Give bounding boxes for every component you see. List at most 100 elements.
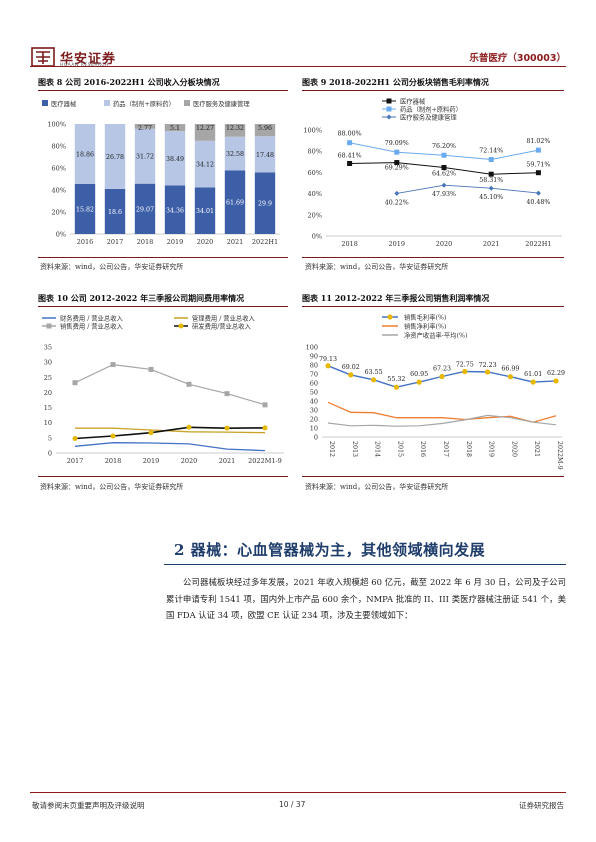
fig9-ytick: 40% [308,190,322,198]
fig8-source: 资料来源：wind，公司公告，华安证券研究所 [40,263,184,271]
fig10-point [262,402,268,408]
fig8-bar-segment [194,140,216,188]
fig11-data-label: 61.01 [524,371,542,378]
fig9-xtick: 2018 [341,240,358,248]
fig11-data-label: 72.23 [479,362,497,369]
fig9-source: 资料来源：wind，公司公告，华安证券研究所 [305,263,449,271]
fig8-bar-segment [224,170,246,234]
fig8-data-label: 18.6 [108,209,122,216]
fig8-bar-segment [254,124,276,137]
fig10-point [72,435,78,441]
fig10-ytick: 25 [44,374,52,382]
fig11-point [416,379,422,385]
fig11-xtick: 2020 [510,441,517,457]
fig8-bar-segment [254,136,276,173]
fig11-ytick: 10 [310,425,318,433]
fig10-source: 资料来源：wind，公司公告，华安证券研究所 [40,483,184,491]
fig8-bar-segment [224,136,246,171]
fig10-source-rule [38,476,288,477]
fig11-data-label: 60.95 [410,371,428,378]
fig11-legend-marker [387,314,393,320]
fig9-data-label: 68.41% [338,152,362,159]
page-number: 10 / 37 [279,800,306,809]
fig8-xtick: 2016 [77,238,94,246]
fig9-point [394,149,400,155]
fig11-chart: 销售毛利率(%)销售净利率(%)净资产收益率-平均(%)010203040506… [306,313,565,470]
fig10-ytick: 35 [44,344,52,352]
fig8-data-label: 31.72 [136,154,154,161]
fig8-data-label: 34.12 [196,162,214,169]
fig9-data-label: 47.93% [432,191,456,198]
fig10-legend-label: 财务费用 / 营业总收入 [60,314,123,323]
fig8-bar-segment [224,124,246,137]
fig10-xtick: 2020 [181,457,198,465]
fig8-data-label: 18.86 [76,151,94,158]
fig9-xtick: 2019 [389,240,406,248]
fig9-legend-marker [386,98,392,104]
fig8-data-label: 32.58 [226,151,244,158]
fig11-caption: 图表 11 2012-2022 年三季报公司销售利润率情况 [302,293,490,303]
section-divider [164,564,566,565]
fig9-point [488,157,494,163]
fig11-ytick: 80 [310,362,318,370]
fig10-ytick: 10 [44,419,52,427]
fig8-bar-segment [194,124,216,141]
fig8-data-label: 26.78 [106,154,124,161]
fig8-ytick: 60% [52,165,66,173]
fig11-point [371,377,377,383]
fig9-caption: 图表 9 2018-2022H1 公司分板块销售毛利率情况 [302,77,489,87]
fig11-ytick: 0 [314,434,318,442]
fig9-point [488,171,494,177]
fig10-point [224,391,230,397]
fig9-point [535,190,541,196]
fig11-xtick: 2014 [374,441,381,457]
fig10-ytick: 15 [44,404,52,412]
fig9-data-label: 58.31% [479,177,503,184]
fig10-xtick: 2021 [219,457,236,465]
fig8-xtick: 2022H1 [252,238,278,246]
fig10-legend-marker [46,323,52,329]
fig10-point [110,433,116,439]
fig9-data-label: 40.48% [526,199,550,206]
fig8-data-label: 5.1 [170,125,180,132]
fig9-xtick: 2020 [436,240,453,248]
fig8-xtick: 2019 [167,238,184,246]
fig8-bar-segment [74,124,96,184]
fig11-ytick: 70 [310,371,318,379]
fig10-xtick: 2019 [143,457,160,465]
fig10-xtick: 2017 [67,457,84,465]
fig11-xtick: 2013 [351,441,358,457]
fig11-xtick: 2015 [396,441,403,457]
fig9-series-line [396,184,539,194]
fig9-source-rule [302,257,564,258]
fig11-ytick: 60 [310,380,318,388]
fig9-data-label: 69.29% [385,165,409,172]
fig9-point [394,160,400,166]
fig11-data-label: 66.99 [501,366,519,373]
fig9-legend-label: 医疗器械 [400,97,426,106]
fig8-bar-segment [164,185,186,234]
fig11-point [485,369,491,375]
fig11-xtick: 2017 [442,441,449,457]
fig10-legend-label: 研发费用/营业总收入 [192,322,251,331]
company-name: 乐普医疗（300003） [469,53,566,64]
fig11-legend-label: 销售毛利率(%) [404,313,446,322]
fig10-ytick: 20 [44,389,52,397]
fig8-legend-label: 医疗器械 [51,99,77,108]
fig8-caption: 图表 8 公司 2016-2022H1 公司收入分板块情况 [38,77,220,87]
fig11-data-label: 79.13 [319,356,337,363]
fig11-source-rule [302,476,564,477]
fig11-source: 资料来源：wind，公司公告，华安证券研究所 [305,483,449,491]
fig9-xtick: 2022H1 [525,240,551,248]
fig8-legend-label: 医疗服务及健康管理 [193,99,250,108]
fig9-point [535,170,541,176]
fig8-data-label: 34.01 [196,208,214,215]
fig9-data-label: 76.20% [432,143,456,150]
fig9-data-label: 64.62% [432,171,456,178]
fig11-data-label: 55.32 [387,376,405,383]
fig11-xtick: 2021 [533,441,540,457]
fig8-data-label: 5.96 [258,125,272,132]
fig8-data-label: 61.69 [226,200,244,207]
